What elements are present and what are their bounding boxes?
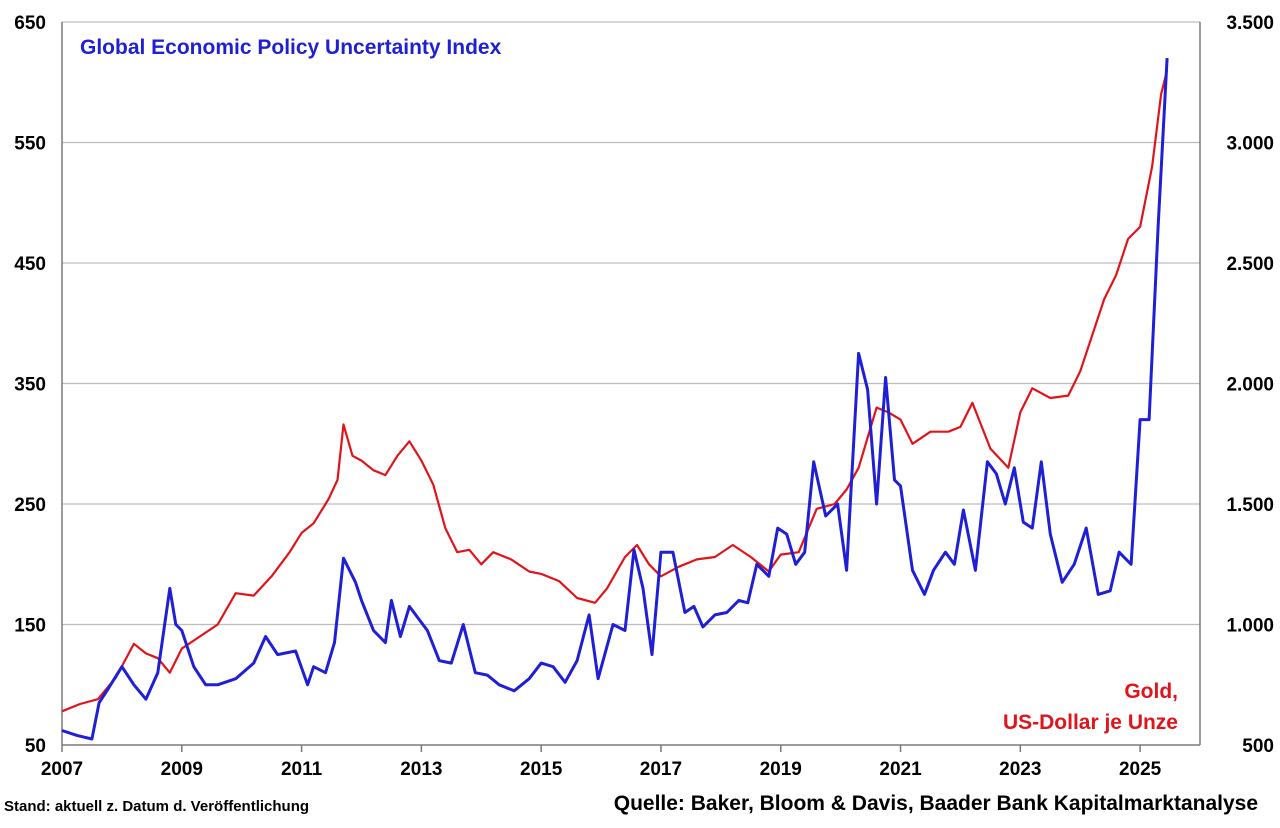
red-series-label-line2: US-Dollar je Unze [1003,711,1178,734]
right-tick-label: 500 [1242,736,1274,757]
uncertainty-index-line [61,58,1169,741]
left-axis-ticks: 50 150 250 350 450 550 650 [14,13,46,757]
right-tick-label: 3.500 [1226,13,1274,34]
right-tick-label: 2.000 [1226,375,1274,396]
left-tick-label: 250 [14,495,46,516]
left-tick-label: 650 [14,13,46,34]
x-tick-label: 2019 [760,759,802,780]
blue-series-label: Global Economic Policy Uncertainty Index [80,36,502,59]
x-tick-label: 2017 [640,759,682,780]
red-series-label-line1: Gold, [1124,680,1178,703]
x-tick-label: 2007 [41,759,83,780]
gold-price-line [61,69,1169,713]
gridlines [61,21,1201,746]
right-axis-ticks: 500 1.000 1.500 2.000 2.500 3.000 3.500 [1226,13,1274,757]
right-tick-label: 1.000 [1226,616,1274,637]
left-tick-label: 150 [14,616,46,637]
x-tick-label: 2011 [281,759,323,780]
x-tick-label: 2021 [879,759,922,780]
right-tick-label: 3.000 [1226,134,1274,155]
x-tick-label: 2023 [999,759,1041,780]
x-axis-ticks: 2007 2009 2011 2013 2015 2017 2019 2021 2023 2025 [41,745,1162,780]
left-tick-label: 550 [14,134,46,155]
left-tick-label: 450 [14,254,46,275]
x-tick-label: 2009 [161,759,203,780]
x-tick-label: 2013 [400,759,442,780]
x-tick-label: 2025 [1119,759,1162,780]
right-tick-label: 1.500 [1226,495,1274,516]
left-tick-label: 50 [25,736,46,757]
x-tick-label: 2015 [520,759,563,780]
left-tick-label: 350 [14,375,46,396]
series-lines [61,58,1169,741]
right-tick-label: 2.500 [1226,254,1274,275]
footer-date-note: Stand: aktuell z. Datum d. Veröffentlich… [4,798,310,815]
footer-source: Quelle: Baker, Bloom & Davis, Baader Ban… [613,792,1258,815]
